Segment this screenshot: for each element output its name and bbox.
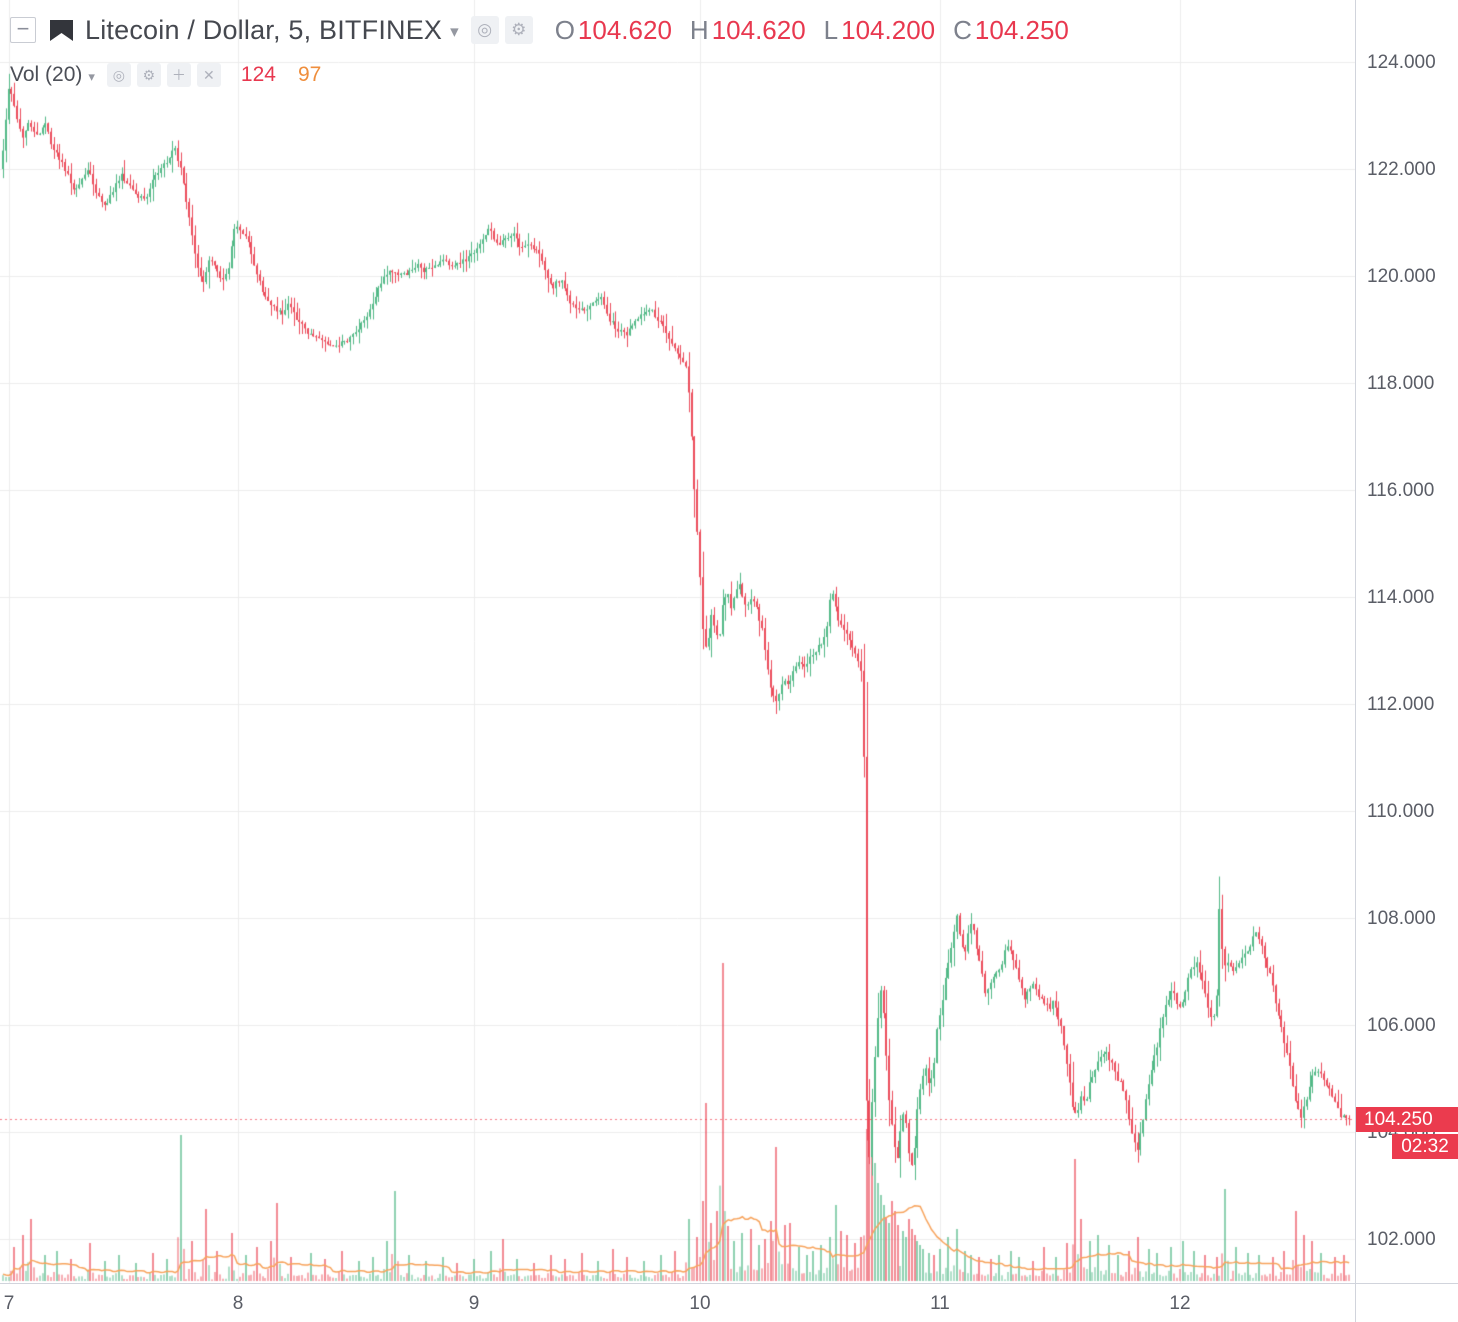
ohlc-high-label: H [689,14,709,45]
symbol-logo-icon [48,18,75,43]
axis-corner [1355,1283,1458,1322]
ohlc-open-value: 104.620 [577,14,672,45]
y-axis-label: 116.000 [1367,480,1435,501]
chevron-down-icon[interactable]: ▾ [450,22,459,41]
settings-icon[interactable]: ⚙ [136,63,161,87]
close-icon[interactable]: ✕ [196,63,221,87]
y-axis-label: 102.000 [1367,1229,1436,1250]
x-axis-label: 9 [468,1293,480,1314]
ohlc-high-value: 104.620 [711,14,806,45]
y-axis-label: 114.000 [1367,587,1435,608]
volume-ma-value: 97 [297,63,322,86]
chart-area[interactable]: − Litecoin / Dollar, 5, BITFINEX ▾ ◎ ⚙ O… [0,0,1355,1283]
ohlc-open-label: O [554,14,575,45]
price-axis[interactable]: 104.250 02:32 124.000 122.000 120.000 118.0… [1355,0,1458,1283]
x-axis-label: 11 [930,1293,950,1314]
volume-indicator-row: Vol (20) ▾ ◎ ⚙ ＋ ✕ 124 97 [10,58,1069,92]
volume-indicator-label[interactable]: Vol (20) [10,63,83,86]
ohlc-close-label: C [953,14,972,45]
symbol-title[interactable]: Litecoin / Dollar, 5, BITFINEX [85,14,443,45]
collapse-panel-button[interactable]: − [10,17,36,43]
ohlc-close-value: 104.250 [974,14,1069,45]
y-axis-label: 124.000 [1367,52,1436,73]
settings-icon[interactable]: ⚙ [504,16,533,44]
price-chart-canvas[interactable] [0,0,1355,1283]
time-axis[interactable]: 7 8 9 10 11 12 [0,1283,1355,1322]
eye-icon[interactable]: ◎ [106,63,131,87]
y-axis-label: 118.000 [1367,373,1435,394]
ohlc-low-label: L [823,14,839,45]
countdown-badge: 02:32 [1392,1133,1458,1159]
y-axis-label: 108.000 [1367,908,1436,929]
x-axis-label: 7 [3,1293,15,1314]
y-axis-label: 110.000 [1367,801,1435,822]
ohlc-low-value: 104.200 [841,14,936,45]
x-axis-label: 12 [1169,1293,1191,1314]
chevron-down-icon[interactable]: ▾ [88,68,95,84]
x-axis-label: 8 [232,1293,244,1314]
y-axis-label: 122.000 [1367,159,1436,180]
ohlc-readout: O 104.620 H 104.620 L 104.200 C 104.250 [555,15,1069,46]
symbol-legend-row: − Litecoin / Dollar, 5, BITFINEX ▾ ◎ ⚙ O… [10,8,1069,52]
add-icon[interactable]: ＋ [166,63,191,87]
last-price-badge: 104.250 [1356,1106,1458,1132]
x-axis-label: 10 [689,1293,711,1314]
snapshot-icon[interactable]: ◎ [470,16,499,44]
y-axis-label: 112.000 [1367,694,1435,715]
chart-legend: − Litecoin / Dollar, 5, BITFINEX ▾ ◎ ⚙ O… [10,8,1069,92]
y-axis-label: 106.000 [1367,1015,1436,1036]
volume-value: 124 [240,63,276,86]
y-axis-label: 120.000 [1367,266,1436,287]
